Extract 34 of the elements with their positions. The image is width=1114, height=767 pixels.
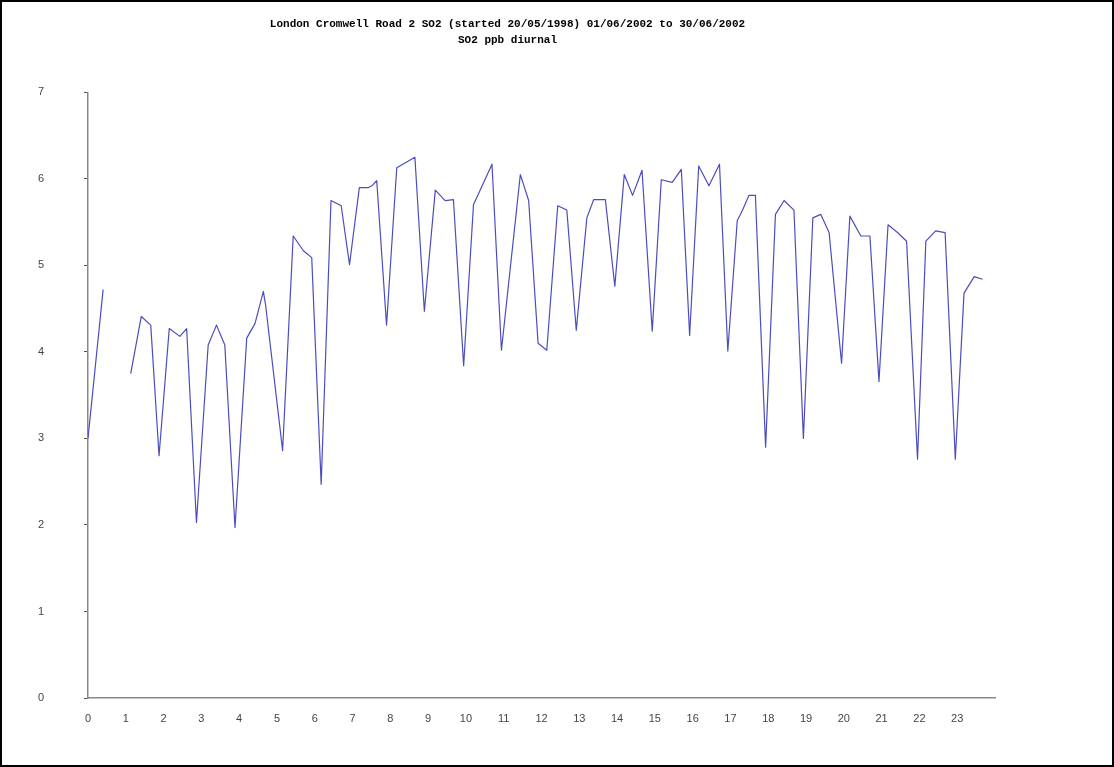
x-tick-label: 18: [762, 711, 775, 724]
y-tick-label: 5: [37, 258, 44, 271]
x-tick-label: 20: [837, 711, 850, 724]
chart-title: London Cromwell Road 2 SO2 (started 20/05/1998) 01/06/2002 to 30/06/2002: [269, 18, 746, 31]
x-tick-label: 17: [724, 711, 737, 724]
x-tick-label: 12: [535, 711, 548, 724]
x-tick-label: 9: [425, 711, 432, 724]
x-tick-label: 11: [498, 711, 510, 724]
x-tick-label: 16: [686, 711, 699, 724]
chart-subtitle: SO2 ppb diurnal: [457, 33, 558, 46]
y-tick-label: 0: [37, 691, 44, 704]
x-tick-label: 8: [387, 711, 394, 724]
x-tick-label: 10: [459, 711, 473, 724]
x-tick-label: 19: [799, 711, 813, 724]
y-tick-label: 6: [37, 171, 44, 184]
x-tick-label: 0: [84, 711, 92, 724]
x-tick-label: 7: [349, 711, 356, 724]
x-tick-label: 1: [122, 711, 129, 724]
x-tick-label: 21: [875, 711, 888, 724]
y-tick-label: 3: [37, 431, 44, 444]
y-tick-label: 4: [37, 344, 44, 357]
x-tick-label: 14: [610, 711, 624, 724]
x-tick-label: 3: [198, 711, 205, 724]
x-tick-label: 22: [913, 711, 926, 724]
x-tick-label: 6: [311, 711, 318, 724]
x-tick-label: 4: [236, 711, 243, 724]
x-tick-label: 13: [573, 711, 586, 724]
y-tick-label: 7: [37, 85, 44, 98]
y-tick-label: 1: [37, 604, 44, 617]
x-tick-label: 15: [648, 711, 661, 724]
x-tick-label: 2: [160, 711, 167, 724]
y-tick-label: 2: [37, 518, 44, 530]
x-tick-label: 5: [273, 711, 281, 724]
x-tick-label: 23: [951, 711, 964, 724]
